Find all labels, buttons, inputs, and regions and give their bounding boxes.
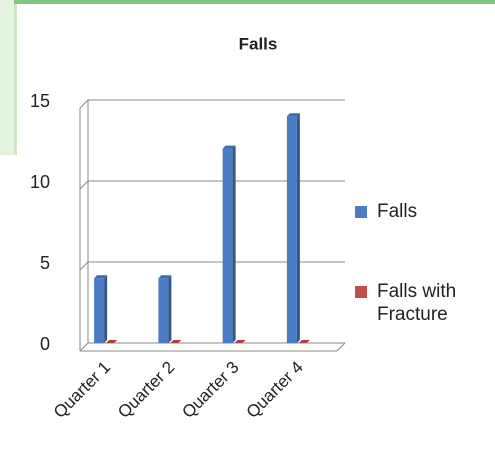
y-tick-label: 5: [40, 253, 50, 273]
bar-top: [170, 340, 182, 343]
y-tick-label: 10: [30, 172, 50, 192]
bar-front: [94, 278, 105, 343]
x-tick-label: Quarter 3: [178, 358, 242, 422]
legend-label: Falls: [377, 201, 418, 222]
bar: [158, 275, 172, 343]
y-tick-label: 15: [30, 91, 50, 111]
bar-top: [222, 145, 236, 149]
frame-left: [0, 0, 14, 155]
grid-line-depth: [79, 342, 89, 352]
bar-top: [94, 275, 108, 279]
bar-top: [298, 340, 310, 343]
bar: [106, 340, 118, 343]
bar-front: [222, 148, 233, 343]
bar: [94, 275, 108, 343]
grid-line-depth: [79, 261, 89, 271]
x-tick-label: Quarter 4: [243, 358, 307, 422]
bar: [298, 340, 310, 343]
y-tick-label: 0: [40, 334, 50, 354]
grid-line-depth: [79, 99, 89, 109]
bar-top: [106, 340, 118, 343]
x-tick-label: Quarter 1: [50, 358, 114, 422]
chart-title: Falls: [239, 34, 278, 53]
bar-top: [234, 340, 246, 343]
frame-left-edge: [14, 4, 17, 155]
bar-side: [168, 275, 172, 343]
bar-side: [232, 145, 236, 343]
bar-top: [158, 275, 172, 279]
legend-label: Falls with Fracture: [377, 281, 457, 325]
bar: [234, 340, 246, 343]
bar-front: [158, 278, 169, 343]
bar: [222, 145, 236, 343]
bar-front: [286, 116, 297, 343]
bar-side: [104, 275, 108, 343]
x-tick-label: Quarter 2: [114, 358, 178, 422]
legend-swatch: [355, 206, 367, 218]
bar: [170, 340, 182, 343]
bar-side: [296, 113, 300, 343]
floor-edge-right: [336, 342, 346, 352]
legend-swatch: [355, 286, 367, 298]
bar-top: [286, 113, 300, 117]
frame-top: [0, 0, 495, 4]
grid-line-depth: [79, 180, 89, 190]
bar: [286, 113, 300, 343]
